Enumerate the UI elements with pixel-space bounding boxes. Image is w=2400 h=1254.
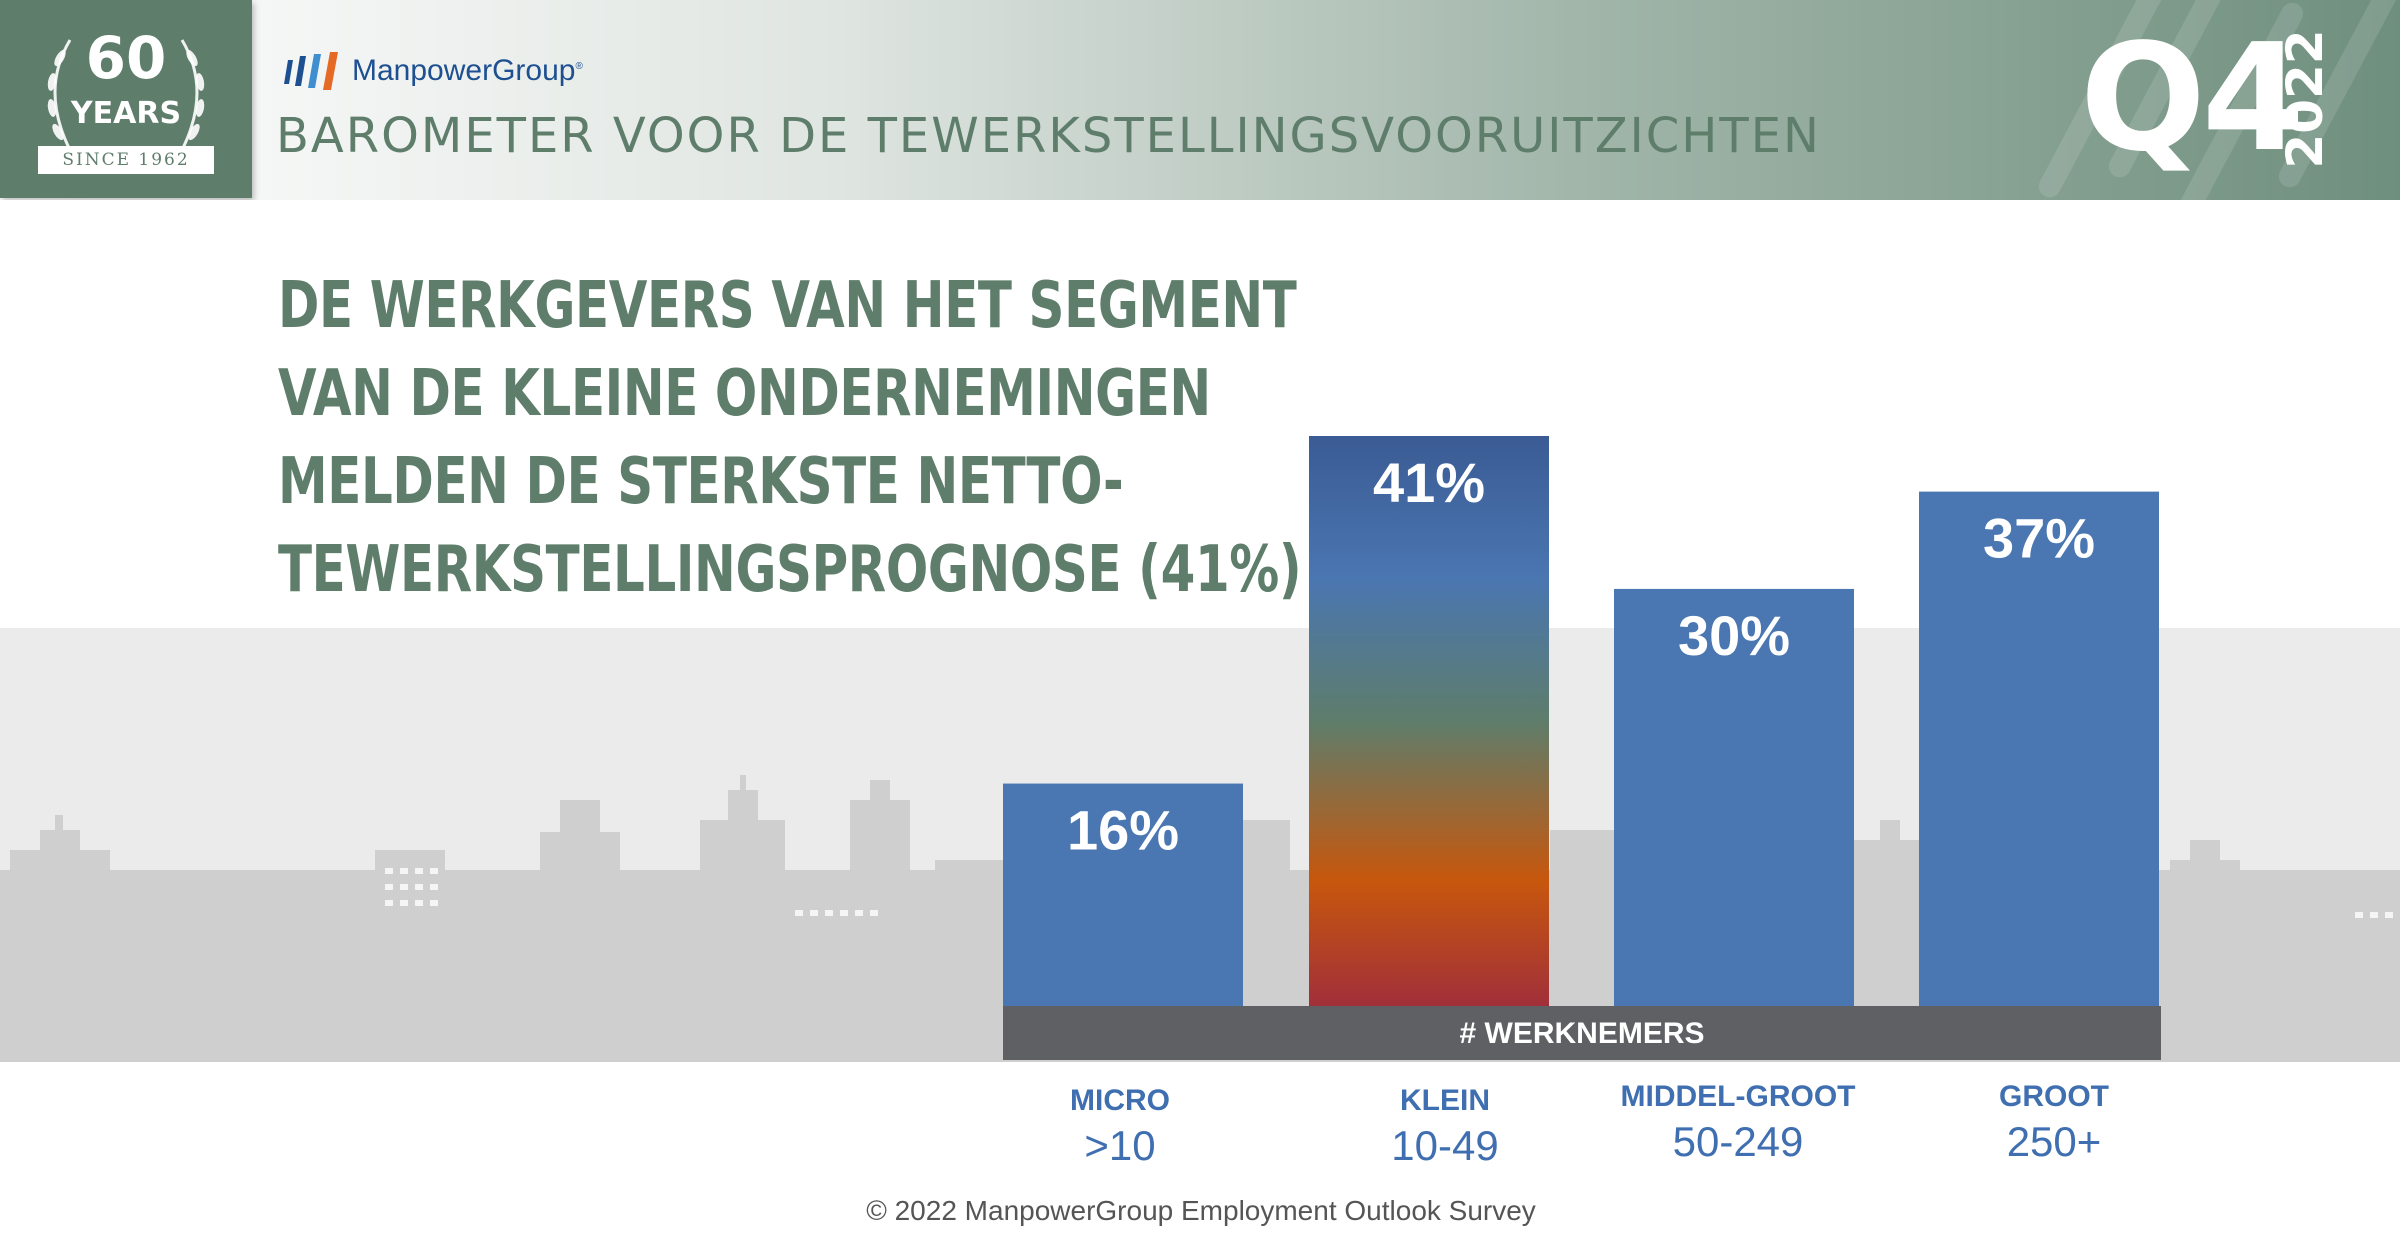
category-range: >10 [1084, 1122, 1156, 1169]
bar-klein [1309, 436, 1549, 1006]
quarter-label: Q4 [2080, 12, 2305, 184]
headline-line: MELDEN DE STERKSTE NETTO- [278, 445, 1124, 519]
header-title: BAROMETER VOOR DE TEWERKSTELLINGSVOORUIT… [276, 108, 1821, 164]
axis-label: # WERKNEMERS [1459, 1017, 1704, 1050]
anniversary-badge: 60 YEARS SINCE 1962 [0, 0, 252, 198]
laurel-wreath-icon [47, 39, 205, 151]
axis-band [1003, 1006, 2161, 1060]
bar-value-label: 30% [1678, 604, 1790, 667]
category-range: 50-249 [1672, 1118, 1804, 1165]
badge-since: SINCE 1962 [38, 146, 214, 174]
category-label: MICRO >10 [980, 1084, 1260, 1170]
bar-groot [1919, 491, 2159, 1006]
category-label: GROOT 250+ [1914, 1080, 2194, 1166]
category-label: MIDDEL-GROOT 50-249 [1598, 1080, 1878, 1166]
category-label: KLEIN 10-49 [1305, 1084, 1585, 1170]
badge-number: 60 [85, 24, 167, 92]
category-name: GROOT [1999, 1080, 2109, 1113]
bar-micro [1003, 783, 1243, 1006]
skyline-windows [385, 868, 2393, 918]
category-name: MICRO [1070, 1084, 1170, 1117]
manpowergroup-logo-icon [284, 52, 338, 90]
category-name: KLEIN [1400, 1084, 1490, 1117]
copyright-notice: © 2022 ManpowerGroup Employment Outlook … [866, 1195, 1536, 1226]
bar-value-label: 16% [1067, 799, 1179, 862]
bar-middel-groot [1614, 588, 1854, 1006]
category-range: 10-49 [1391, 1122, 1499, 1169]
headline-line: VAN DE KLEINE ONDERNEMINGEN [278, 357, 1211, 431]
bars-group: 16% 41% 30% 37% [1003, 436, 2159, 1006]
brand-name: ManpowerGroup® [352, 54, 583, 87]
bar-value-label: 37% [1983, 507, 2095, 570]
category-range: 250+ [2006, 1118, 2102, 1165]
bar-value-label: 41% [1373, 451, 1485, 514]
category-name: MIDDEL-GROOT [1620, 1080, 1856, 1113]
header-band: 60 YEARS SINCE 1962 ManpowerGroup® BAROM… [0, 0, 2400, 200]
badge-label: YEARS [70, 96, 182, 131]
